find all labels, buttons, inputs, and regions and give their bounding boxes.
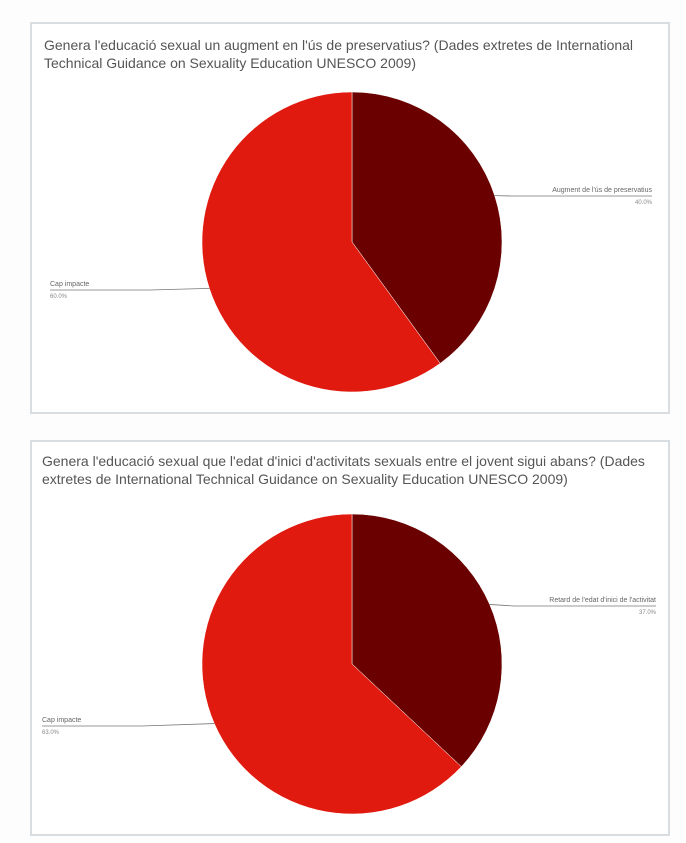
pie-chart-sexual-debut: Retard de l'edat d'inici de l'activitat 3…	[42, 513, 657, 815]
chart-title: Genera l'educació sexual un augment en l…	[44, 37, 634, 71]
pie-chart-condom-use: Augment de l'ús de preservatius 40.0% Cap …	[50, 91, 653, 393]
chart-title: Genera l'educació sexual que l'edat d'in…	[42, 453, 645, 487]
slice-label: Cap impacte	[50, 281, 89, 288]
slice-percent: 40.0%	[635, 200, 653, 206]
slice-label: Cap impacte	[42, 717, 81, 724]
pie-slice	[201, 513, 462, 815]
slice-percent: 63.0%	[42, 730, 60, 736]
leader-line	[50, 287, 210, 291]
slice-label: Retard de l'edat d'inici de l'activitat	[549, 597, 656, 604]
pie-slice	[201, 91, 441, 393]
chart-card-condom-use: Genera l'educació sexual un augment en l…	[30, 22, 670, 414]
leader-line	[42, 723, 215, 727]
slice-percent: 37.0%	[639, 610, 657, 616]
pie-slice	[351, 91, 503, 364]
slice-label: Augment de l'ús de preservatius	[552, 187, 652, 194]
leader-line	[489, 604, 656, 607]
slice-percent: 60.0%	[50, 294, 68, 300]
pie-slice	[351, 513, 503, 768]
chart-card-sexual-debut: Genera l'educació sexual que l'edat d'in…	[30, 440, 670, 836]
